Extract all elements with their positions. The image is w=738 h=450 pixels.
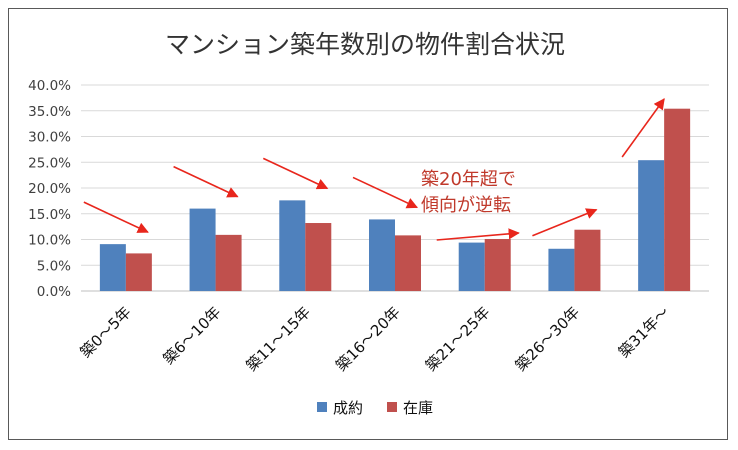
- trend-arrows: [83, 98, 665, 241]
- legend: 成約 在庫: [317, 399, 433, 417]
- bar-series-1: [189, 208, 216, 291]
- trend-arrow-down: [83, 201, 149, 233]
- x-tick-label: 築0～5年: [77, 303, 135, 361]
- annotation-line-2: 傾向が逆転: [421, 195, 511, 216]
- gridlines: [81, 84, 709, 292]
- bar-series-1: [548, 248, 575, 291]
- bar-series-2: [395, 235, 421, 291]
- legend-swatch: [387, 402, 397, 412]
- y-tick-label: 10.0%: [28, 233, 71, 249]
- x-tick-label: 築31年～: [615, 303, 673, 361]
- bar-series-2: [305, 223, 332, 291]
- y-axis: 0.0% 5.0% 10.0% 15.0% 20.0% 25.0% 30.0% 35.0% 40…: [28, 78, 71, 300]
- y-tick-label: 20.0%: [28, 181, 71, 197]
- bar-series-1: [638, 160, 665, 291]
- bar-series-1: [279, 200, 306, 291]
- legend-label: 成約: [333, 399, 363, 417]
- trend-arrow-down: [352, 176, 419, 209]
- trend-arrow-up: [532, 208, 598, 237]
- x-axis: 築0～5年 築6～10年 築11～15年 築16～20年 築21～25年 築26～30年築…: [77, 303, 673, 375]
- bar-series-1: [99, 244, 126, 291]
- y-tick-label: 35.0%: [28, 104, 71, 120]
- bars: [99, 108, 691, 291]
- y-tick-label: 30.0%: [28, 130, 71, 146]
- y-tick-label: 5.0%: [37, 258, 71, 274]
- chart-svg: マンション築年数別の物件割合状況 0.0% 5.0% 10.0% 15.0% 20.0%…: [28, 30, 709, 417]
- trend-arrow-up: [436, 228, 520, 241]
- bar-series-1: [369, 219, 395, 291]
- trend-arrow-down: [262, 157, 329, 190]
- chart-title: マンション築年数別の物件割合状況: [165, 30, 565, 59]
- annotation-line-1: 築20年超で: [421, 169, 516, 190]
- y-tick-label: 40.0%: [28, 78, 71, 94]
- x-tick-label: 築26～30年: [512, 303, 584, 375]
- bar-series-2: [664, 108, 691, 291]
- y-tick-label: 15.0%: [28, 207, 71, 223]
- bar-series-2: [484, 238, 511, 291]
- bar-series-1: [458, 242, 485, 291]
- chart-frame: マンション築年数別の物件割合状況 0.0% 5.0% 10.0% 15.0% 20.0%…: [8, 8, 728, 440]
- legend-label: 在庫: [403, 399, 433, 417]
- x-tick-label: 築6～10年: [160, 303, 225, 368]
- y-tick-label: 25.0%: [28, 155, 71, 171]
- trend-arrow-down: [173, 165, 239, 198]
- x-tick-label: 築21～25年: [422, 303, 494, 375]
- bar-series-2: [574, 229, 601, 291]
- bar-series-2: [215, 234, 242, 291]
- y-tick-label: 0.0%: [37, 284, 71, 300]
- x-tick-label: 築16～20年: [332, 303, 404, 375]
- x-tick-label: 築11～15年: [243, 303, 315, 375]
- legend-swatch: [317, 402, 327, 412]
- trend-arrow-up: [621, 98, 665, 158]
- bar-series-2: [125, 253, 152, 291]
